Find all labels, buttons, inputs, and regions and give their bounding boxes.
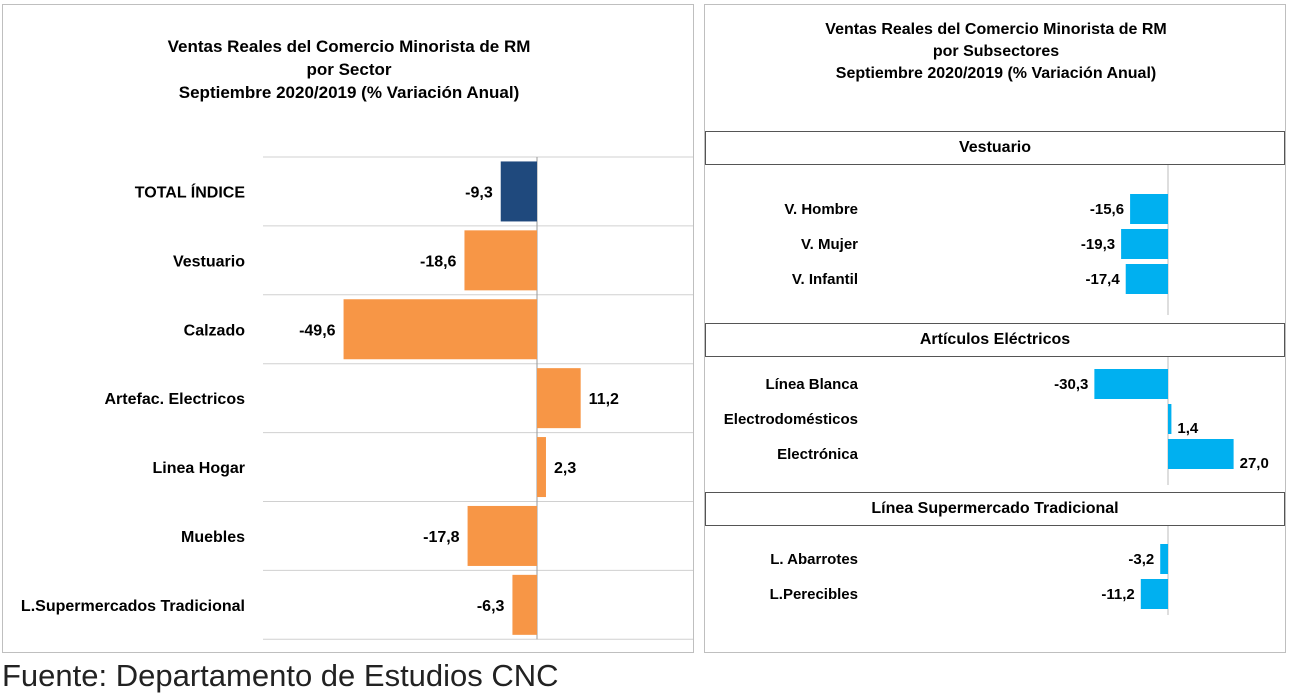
bar-l-perecibles: [1140, 579, 1168, 609]
value-label-l-abarrotes: -3,2: [1128, 551, 1154, 568]
sector-title-line-3: Septiembre 2020/2019 (% Variación Anual): [178, 83, 520, 102]
category-label-artefac-electricos: Artefac. Electricos: [104, 391, 245, 408]
value-label-linea-hogar: 2,3: [554, 460, 576, 477]
category-label-v-mujer: V. Mujer: [801, 236, 858, 253]
source-footer: Fuente: Departamento de Estudios CNC: [2, 658, 559, 693]
section-header-vestuario: Vestuario: [705, 131, 1285, 165]
value-label-l-supermercados-tradicional: -6,3: [477, 598, 505, 615]
value-label-total-indice: -9,3: [465, 184, 493, 201]
bar-muebles: [467, 505, 537, 566]
bar-v-infantil: [1125, 264, 1168, 294]
value-label-vestuario: -18,6: [420, 253, 457, 270]
category-label-v-infantil: V. Infantil: [792, 271, 858, 288]
subsector-title-line-2: por Subsectores: [932, 43, 1060, 60]
bar-electronica: [1168, 439, 1234, 469]
bar-electrodomesticos: [1168, 404, 1172, 434]
bar-artefac-electricos: [537, 368, 581, 429]
bar-vestuario: [464, 230, 537, 291]
sector-chart-panel: Ventas Reales del Comercio Minorista de …: [2, 4, 694, 653]
category-label-muebles: Muebles: [181, 529, 245, 546]
category-label-electronica: Electrónica: [777, 446, 859, 463]
category-label-linea-hogar: Linea Hogar: [153, 460, 245, 477]
sector-chart-title: Ventas Reales del Comercio Minorista de …: [3, 35, 695, 104]
category-label-vestuario: Vestuario: [173, 253, 245, 270]
value-label-v-hombre: -15,6: [1090, 201, 1124, 218]
category-label-total-indice: TOTAL ÍNDICE: [135, 182, 246, 201]
subsector-bar-chart: V. Hombre -15,6 V. Mujer -19,3 V. Infantil -1…: [724, 165, 1269, 615]
bar-linea-blanca: [1094, 369, 1168, 399]
value-label-artefac-electricos: 11,2: [589, 391, 619, 408]
subsector-chart-title: Ventas Reales del Comercio Minorista de …: [705, 19, 1287, 85]
subsector-title-line-1: Ventas Reales del Comercio Minorista de …: [825, 21, 1167, 38]
category-label-v-hombre: V. Hombre: [784, 201, 858, 218]
bar-v-hombre: [1130, 194, 1168, 224]
bar-v-mujer: [1121, 229, 1168, 259]
category-label-l-supermercados-tradicional: L.Supermercados Tradicional: [21, 598, 245, 615]
subsector-chart-panel: Ventas Reales del Comercio Minorista de …: [704, 4, 1286, 653]
bar-l-supermercados-tradicional: [512, 574, 537, 635]
subsector-title-line-3: Septiembre 2020/2019 (% Variación Anual): [835, 65, 1157, 82]
value-label-electrodomesticos: 1,4: [1177, 420, 1199, 437]
sector-title-line-1: Ventas Reales del Comercio Minorista de …: [167, 37, 531, 56]
bar-linea-hogar: [537, 437, 546, 498]
category-label-linea-blanca: Línea Blanca: [765, 376, 858, 393]
section-header-linea-supermercado: Línea Supermercado Tradicional: [705, 492, 1285, 526]
value-label-muebles: -17,8: [423, 529, 460, 546]
section-header-articulos-electricos: Artículos Eléctricos: [705, 323, 1285, 357]
bar-l-abarrotes: [1160, 544, 1168, 574]
value-label-linea-blanca: -30,3: [1054, 376, 1088, 393]
category-label-calzado: Calzado: [184, 322, 246, 339]
value-label-l-perecibles: -11,2: [1101, 586, 1134, 603]
category-label-l-perecibles: L.Perecibles: [770, 586, 858, 603]
sector-title-line-2: por Sector: [306, 60, 392, 79]
bar-total-indice: [500, 161, 537, 222]
category-label-l-abarrotes: L. Abarrotes: [770, 551, 858, 568]
value-label-electronica: 27,0: [1240, 455, 1269, 472]
category-label-electrodomesticos: Electrodomésticos: [724, 411, 858, 428]
value-label-v-infantil: -17,4: [1086, 271, 1121, 288]
value-label-calzado: -49,6: [299, 322, 336, 339]
bar-calzado: [343, 299, 537, 360]
sector-bar-chart: TOTAL ÍNDICE -9,3 Vestuario -18,6 Calzado -49…: [21, 156, 693, 640]
value-label-v-mujer: -19,3: [1081, 236, 1115, 253]
